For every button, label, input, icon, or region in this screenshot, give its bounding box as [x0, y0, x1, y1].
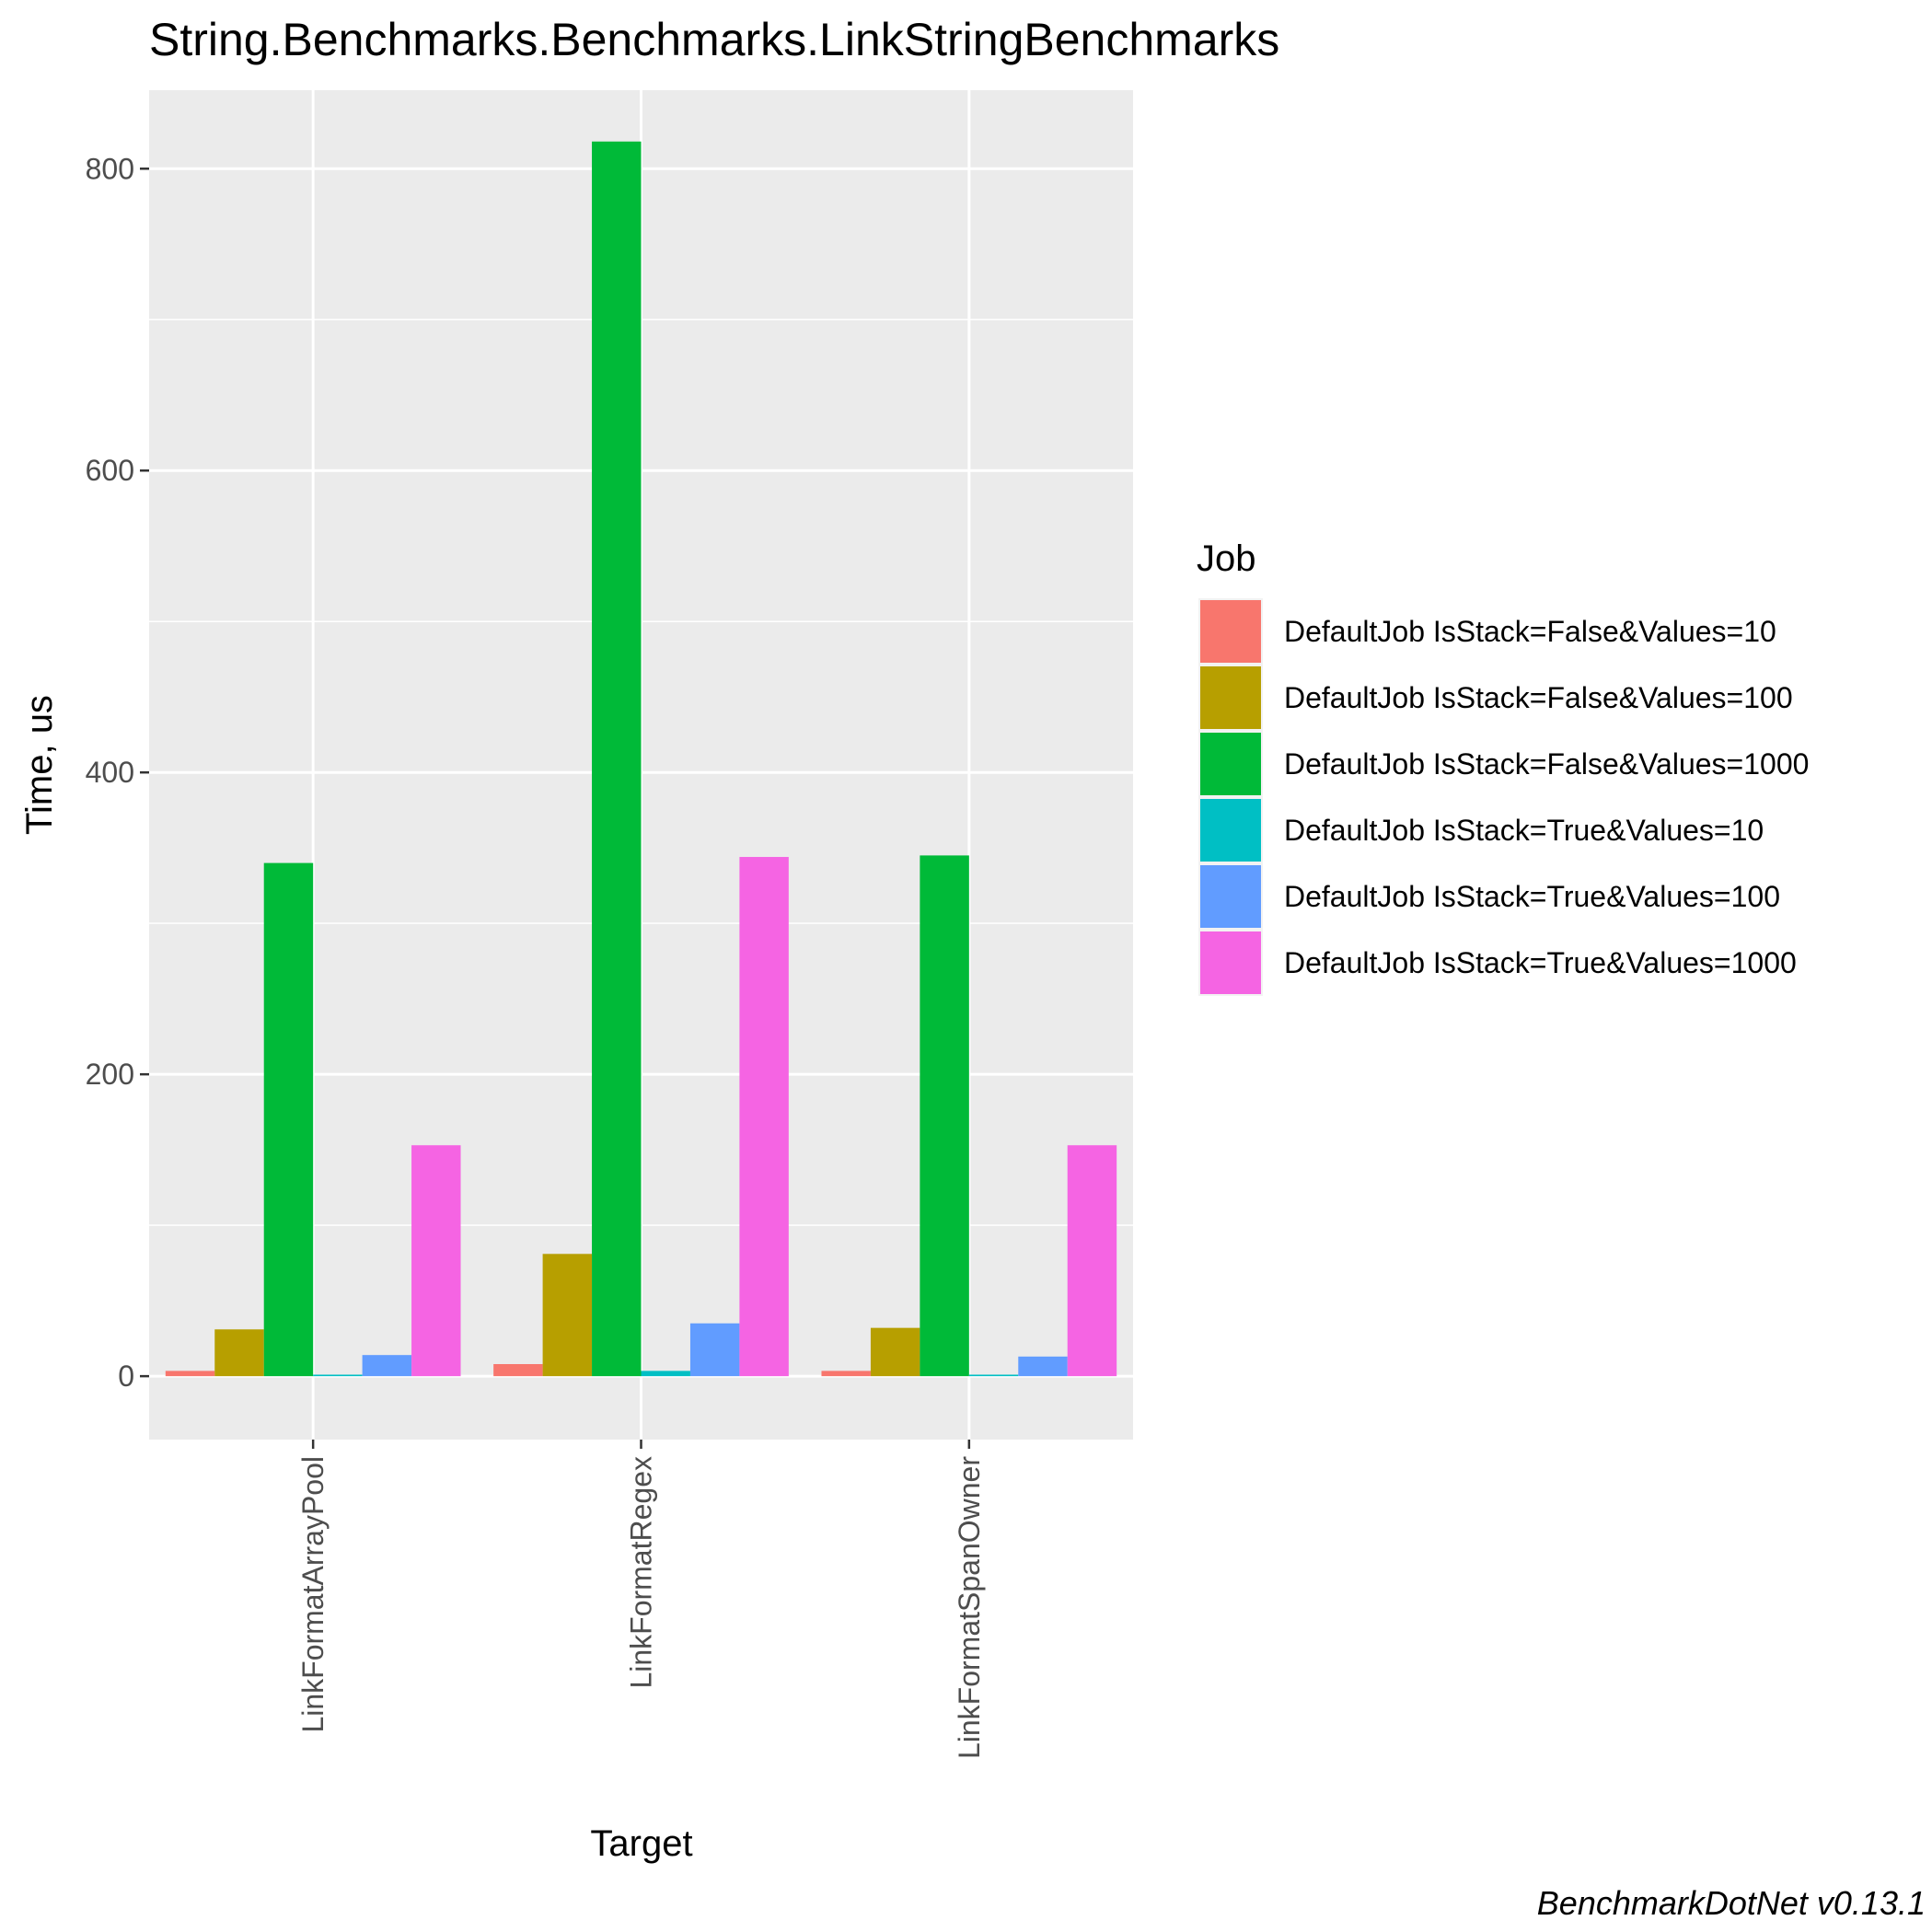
y-tick-label: 0 — [118, 1359, 134, 1393]
bar — [214, 1329, 264, 1377]
bar — [362, 1355, 412, 1377]
legend-items: DefaultJob IsStack=False&Values=10 Defaul… — [1198, 598, 1809, 996]
legend-swatch — [1200, 666, 1261, 729]
caption: BenchmarkDotNet v0.13.1 — [1537, 1884, 1926, 1922]
legend-label: DefaultJob IsStack=False&Values=10 — [1284, 615, 1776, 648]
bar — [493, 1364, 543, 1377]
legend-swatch — [1200, 931, 1261, 994]
x-tick-label: LinkFormatSpanOwner — [953, 1456, 986, 1759]
y-tick-label: 400 — [86, 756, 134, 789]
legend-label: DefaultJob IsStack=True&Values=100 — [1284, 880, 1780, 913]
legend-swatch — [1200, 799, 1261, 862]
x-tick-label: LinkFormatRegex — [625, 1456, 658, 1689]
bars — [165, 141, 1117, 1377]
chart-title: String.Benchmarks.Benchmarks.LinkStringB… — [149, 14, 1279, 65]
legend-label: DefaultJob IsStack=False&Values=100 — [1284, 681, 1793, 714]
y-tick-label: 800 — [86, 152, 134, 185]
y-tick-label: 200 — [86, 1058, 134, 1091]
bar — [263, 862, 314, 1377]
bar — [870, 1327, 920, 1377]
legend-swatch — [1200, 865, 1261, 928]
legend-label: DefaultJob IsStack=False&Values=1000 — [1284, 747, 1809, 781]
y-tick-label: 600 — [86, 454, 134, 487]
x-axis-title: Target — [590, 1823, 692, 1864]
bar — [592, 141, 642, 1377]
bar — [1067, 1145, 1117, 1377]
bar — [920, 855, 969, 1377]
axes: 0 200 400 600 800 LinkFormatArrayPool LinkForm… — [86, 152, 986, 1759]
legend-label: DefaultJob IsStack=True&Values=10 — [1284, 814, 1764, 847]
legend-swatch — [1200, 600, 1261, 663]
bar — [542, 1254, 593, 1377]
bar — [739, 857, 789, 1377]
legend: Job DefaultJob IsStack=False&Values=10De… — [1197, 538, 1809, 996]
bar — [821, 1371, 871, 1377]
bar — [689, 1323, 740, 1377]
legend-swatch — [1200, 733, 1261, 795]
bar — [968, 1374, 1019, 1377]
legend-title: Job — [1197, 538, 1256, 579]
bar — [411, 1145, 461, 1377]
y-axis-title: Time, us — [19, 695, 60, 835]
legend-label: DefaultJob IsStack=True&Values=1000 — [1284, 946, 1797, 979]
bar — [165, 1371, 215, 1377]
bar — [1018, 1356, 1068, 1377]
bar — [313, 1374, 363, 1377]
bar — [641, 1371, 690, 1377]
x-tick-label: LinkFormatArrayPool — [296, 1456, 330, 1733]
